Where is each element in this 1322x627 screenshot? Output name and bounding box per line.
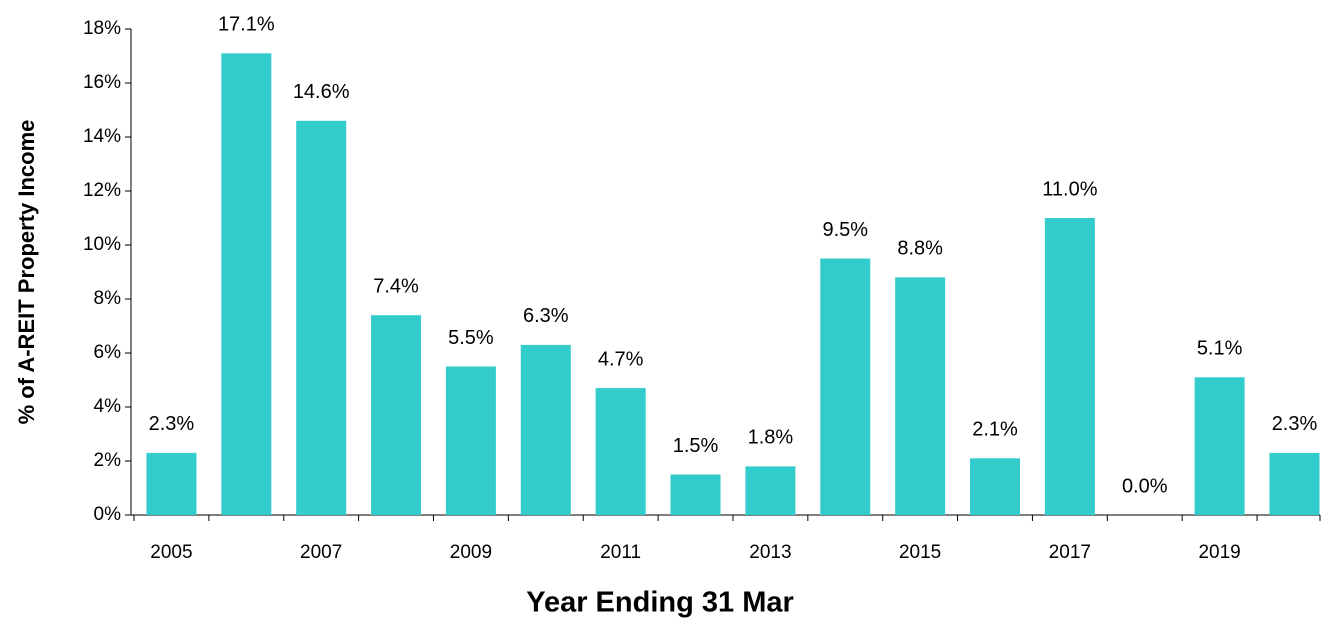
data-label: 7.4% — [373, 275, 419, 297]
data-label: 5.1% — [1197, 338, 1243, 360]
x-tick-label: 2013 — [749, 542, 791, 563]
x-axis-title: Year Ending 31 Mar — [526, 587, 794, 619]
x-tick-label: 2011 — [600, 542, 641, 563]
bar — [221, 53, 272, 516]
data-label: 14.6% — [293, 81, 350, 103]
bar — [1044, 218, 1095, 515]
y-axis-title: % of A-REIT Property Income — [14, 120, 39, 425]
x-tick-label: 2017 — [1049, 542, 1091, 563]
data-label: 11.0% — [1042, 178, 1097, 200]
y-tick-label: 14% — [83, 126, 121, 147]
bar — [670, 474, 721, 515]
y-tick-label: 2% — [94, 450, 122, 471]
data-label: 9.5% — [822, 219, 868, 241]
bar — [595, 388, 646, 515]
y-tick-label: 0% — [94, 504, 122, 525]
data-label: 2.1% — [972, 419, 1018, 441]
y-tick-label: 8% — [94, 288, 122, 309]
data-label: 5.5% — [448, 327, 494, 349]
x-tick-label: 2019 — [1198, 542, 1240, 563]
y-tick-label: 16% — [83, 72, 121, 93]
data-label: 1.8% — [748, 427, 794, 449]
bar — [970, 458, 1021, 515]
x-tick-label: 2009 — [450, 542, 492, 563]
data-label: 2.3% — [1272, 413, 1318, 435]
bar — [445, 366, 496, 515]
y-tick-label: 18% — [83, 18, 121, 39]
bar — [146, 452, 197, 515]
y-tick-label: 6% — [94, 342, 122, 363]
bar — [520, 344, 571, 515]
bar — [371, 315, 422, 515]
x-tick-label: 2015 — [899, 542, 941, 563]
data-label: 0.0% — [1122, 475, 1168, 497]
y-tick-label: 12% — [83, 180, 121, 201]
x-tick-label: 2005 — [150, 542, 192, 563]
bar — [296, 120, 347, 516]
data-label: 1.5% — [673, 435, 719, 457]
y-tick-label: 10% — [83, 234, 121, 255]
y-tick-label: 4% — [94, 396, 122, 417]
bar — [1194, 377, 1245, 515]
data-label: 8.8% — [897, 238, 943, 260]
data-label: 2.3% — [149, 413, 195, 435]
bar — [745, 466, 796, 515]
bar — [1269, 452, 1320, 515]
x-tick-label: 2007 — [300, 542, 342, 563]
bar — [820, 258, 871, 515]
data-label: 4.7% — [598, 348, 644, 370]
bar — [895, 277, 946, 515]
data-label: 6.3% — [523, 305, 569, 327]
data-label: 17.1% — [218, 14, 275, 36]
